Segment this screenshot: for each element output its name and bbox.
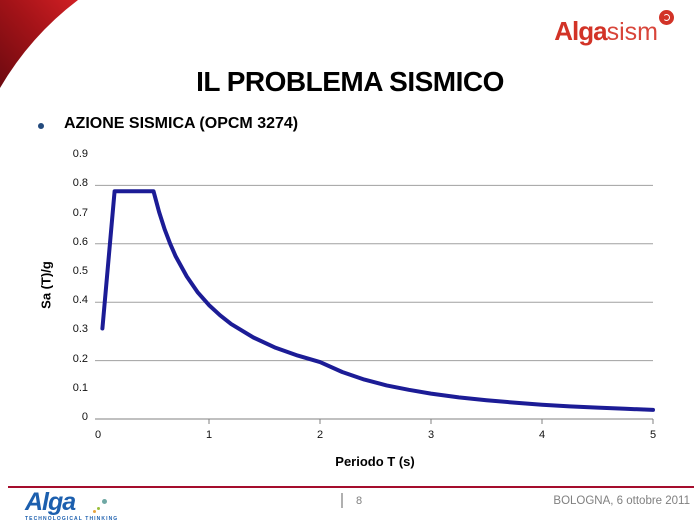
footer-date: BOLOGNA, 6 ottobre 2011 [553,495,690,507]
alga-logo-teal-dot-icon [102,499,107,504]
y-tick-label: 0.5 [72,265,88,277]
alga-logo-text: Alga [25,488,76,516]
footer-rule [8,486,694,488]
y-tick-label: 0.7 [72,206,88,219]
slide-title: IL PROBLEMA SISMICO [196,66,504,97]
footer-separator [341,493,343,508]
algasism-logo-light-text: sism [606,18,658,46]
x-axis-title: Periodo T (s) [335,454,415,469]
bullet-dot-icon [38,123,44,129]
bullet-item: AZIONE SISMICA (OPCM 3274) [38,115,298,133]
y-tick-label: 0.9 [72,148,88,161]
y-tick-label: 0.8 [72,177,88,190]
bullet-text: AZIONE SISMICA (OPCM 3274) [64,115,299,132]
x-tick-label: 2 [316,429,324,441]
x-tick-label: 4 [538,429,546,441]
y-tick-label: 0.1 [72,381,88,394]
y-tick-label: 0.6 [72,235,88,248]
algasism-logo-bold-text: Alga [554,16,607,46]
spectrum-curve [100,189,655,412]
chart-plot-area [95,184,655,424]
y-tick-label: 0 [81,411,88,423]
algasism-logo: Algasism [554,10,674,47]
y-tick-label: 0.3 [72,323,88,336]
alga-logo-green-dot-icon [97,507,100,510]
y-tick-label: 0.4 [72,294,88,307]
x-tick-label: 0 [94,429,102,441]
alga-footer-logo: Alga TECHNOLOGICAL THINKING [25,488,119,523]
algasism-badge-icon [659,10,674,25]
page-number: 8 [356,495,363,507]
x-tick-label: 5 [649,429,657,441]
x-tick-label: 1 [205,429,213,441]
alga-logo-tagline: TECHNOLOGICAL THINKING [25,516,119,522]
x-tick-label: 3 [427,429,435,441]
corner-swoosh-decoration [0,0,78,88]
y-tick-label: 0.2 [72,352,88,365]
alga-logo-orange-dot-icon [93,510,96,513]
y-axis-title: Sa (T)/g [38,261,54,309]
